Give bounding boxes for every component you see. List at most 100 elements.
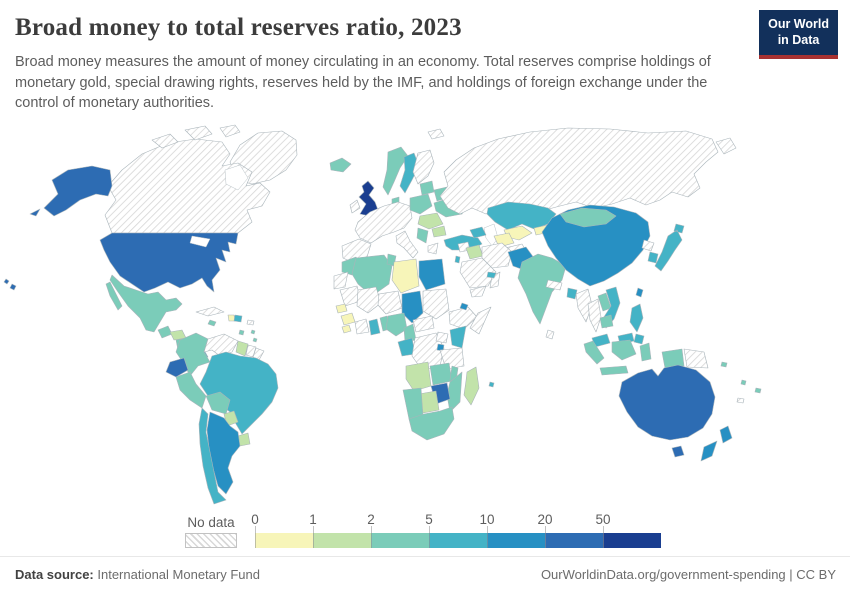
country-colombia[interactable] [175, 332, 211, 377]
country-russia[interactable] [439, 127, 737, 217]
country-papua-new-guinea[interactable] [683, 348, 709, 369]
country-egypt[interactable] [418, 258, 446, 291]
country-new-zealand[interactable] [700, 425, 733, 462]
owid-logo[interactable]: Our World in Data [759, 10, 838, 59]
country-canada[interactable] [104, 138, 271, 234]
country-sweden[interactable] [399, 152, 420, 194]
country-mali[interactable] [356, 286, 382, 314]
country-north-korea[interactable] [641, 239, 655, 252]
country-cambodia[interactable] [599, 314, 614, 329]
country-alaska[interactable] [43, 165, 113, 217]
country-puerto-rico[interactable] [246, 319, 255, 326]
country-vanuatu[interactable] [740, 379, 747, 386]
country-israel[interactable] [454, 255, 461, 264]
country-tasmania[interactable] [671, 445, 685, 458]
country-brazil[interactable] [199, 351, 279, 435]
country-zambia[interactable] [429, 362, 453, 386]
attribution-link[interactable]: OurWorldinData.org/government-spending |… [540, 567, 836, 582]
country-saudi-arabia[interactable] [459, 257, 497, 289]
country-sudan[interactable] [422, 288, 450, 320]
country-libya[interactable] [391, 258, 420, 294]
country-lesser-antilles[interactable] [250, 329, 258, 343]
country-somalia[interactable] [469, 306, 492, 335]
country-australia[interactable] [618, 364, 716, 441]
country-dominican-republic[interactable] [233, 314, 243, 323]
country-chad[interactable] [401, 290, 424, 324]
country-south-korea[interactable] [647, 251, 659, 264]
country-balkans[interactable] [416, 227, 429, 244]
country-sierra-leone[interactable] [341, 324, 352, 334]
country-western-sahara[interactable] [333, 271, 349, 290]
legend-bin-10-20[interactable] [487, 533, 545, 548]
country-japan[interactable] [654, 223, 685, 272]
country-peru[interactable] [175, 371, 207, 409]
country-chile[interactable] [198, 407, 227, 505]
country-angola[interactable] [405, 361, 432, 392]
country-cuba[interactable] [195, 306, 225, 317]
world-map[interactable] [0, 118, 810, 510]
country-jamaica[interactable] [207, 319, 217, 327]
country-yemen[interactable] [469, 285, 487, 298]
legend-bin-50+[interactable] [603, 533, 661, 548]
page-title: Broad money to total reserves ratio, 202… [15, 14, 462, 41]
legend-bin-20-50[interactable] [545, 533, 603, 548]
country-uganda[interactable] [435, 331, 449, 344]
country-united-states[interactable] [99, 232, 239, 293]
country-bangladesh[interactable] [566, 287, 578, 300]
country-ecuador[interactable] [165, 357, 189, 378]
country-niger[interactable] [377, 290, 403, 315]
country-guyana[interactable] [235, 340, 249, 357]
country-india[interactable] [517, 253, 567, 325]
legend-bin-1-2[interactable] [313, 533, 371, 548]
country-djibouti[interactable] [459, 302, 469, 311]
country-uae[interactable] [486, 271, 497, 279]
country-namibia[interactable] [402, 387, 424, 420]
country-svalbard[interactable] [427, 128, 445, 140]
country-caucasus[interactable] [469, 226, 487, 239]
country-bulgaria[interactable] [431, 225, 447, 238]
country-new-caledonia[interactable] [736, 397, 745, 404]
country-aleutians[interactable] [29, 208, 41, 217]
country-baltics[interactable] [419, 180, 435, 196]
country-senegal[interactable] [335, 303, 348, 314]
country-hawaii[interactable] [3, 278, 17, 291]
data-source-label: Data source: [15, 567, 94, 582]
country-venezuela[interactable] [203, 333, 239, 357]
country-indonesia[interactable] [583, 339, 685, 376]
country-china[interactable] [541, 204, 651, 287]
country-ireland[interactable] [349, 199, 361, 214]
country-taiwan[interactable] [635, 287, 644, 298]
country-iceland[interactable] [329, 157, 352, 173]
country-mauritius[interactable] [488, 381, 495, 388]
country-ivory-coast[interactable] [354, 318, 370, 335]
country-poland-czech[interactable] [409, 193, 433, 215]
country-bolivia[interactable] [205, 391, 231, 415]
country-nepal[interactable] [545, 279, 563, 291]
map-legend: No data 0 1 2 5 10 20 50 [0, 512, 850, 554]
country-central-african-republic[interactable] [412, 315, 435, 333]
country-algeria[interactable] [351, 254, 393, 297]
country-guinea[interactable] [340, 312, 356, 326]
country-finland[interactable] [412, 149, 435, 185]
country-sri-lanka[interactable] [545, 329, 555, 340]
country-norway[interactable] [382, 146, 409, 196]
legend-no-data-swatch[interactable] [185, 533, 237, 548]
country-solomon-islands[interactable] [720, 361, 728, 368]
legend-bin-0-1[interactable] [255, 533, 313, 548]
country-madagascar[interactable] [463, 366, 480, 406]
country-hungary-romania[interactable] [417, 212, 444, 230]
country-philippines[interactable] [629, 303, 645, 345]
country-mexico[interactable] [105, 274, 183, 333]
legend-bin-5-10[interactable] [429, 533, 487, 548]
country-arctic-islands[interactable] [151, 124, 241, 149]
country-south-africa[interactable] [408, 406, 455, 441]
country-kenya[interactable] [449, 325, 467, 349]
country-trinidad[interactable] [238, 329, 245, 336]
country-thailand[interactable] [587, 298, 602, 333]
country-ghana[interactable] [368, 318, 381, 336]
country-fiji[interactable] [754, 387, 762, 394]
legend-tick-label: 20 [537, 512, 553, 527]
country-mongolia[interactable] [559, 207, 617, 228]
legend-bin-2-5[interactable] [371, 533, 429, 548]
country-nigeria[interactable] [385, 312, 408, 337]
